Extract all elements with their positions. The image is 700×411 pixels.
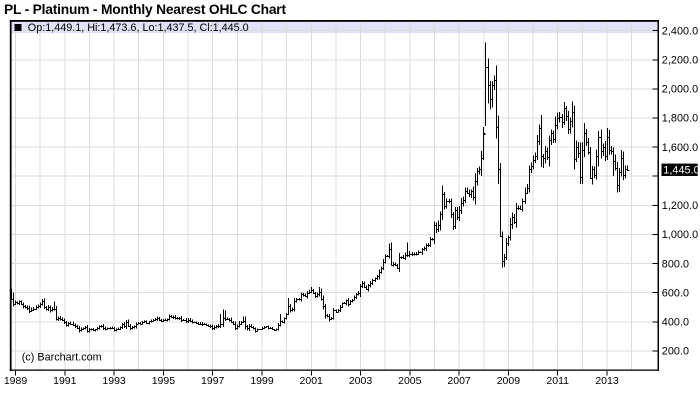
svg-text:1993: 1993: [102, 375, 126, 387]
svg-text:1997: 1997: [201, 375, 225, 387]
svg-text:PL - Platinum - Monthly Neares: PL - Platinum - Monthly Nearest OHLC Cha…: [4, 2, 286, 17]
svg-text:2013: 2013: [595, 375, 619, 387]
svg-text:1,800.0: 1,800.0: [662, 113, 698, 125]
svg-text:2001: 2001: [300, 375, 324, 387]
svg-text:1999: 1999: [250, 375, 274, 387]
svg-text:1991: 1991: [53, 375, 77, 387]
svg-text:2,400.0: 2,400.0: [662, 25, 698, 37]
svg-text:1989: 1989: [4, 375, 28, 387]
svg-text:2007: 2007: [447, 375, 471, 387]
svg-text:2009: 2009: [497, 375, 521, 387]
svg-text:2,200.0: 2,200.0: [662, 55, 698, 67]
svg-text:2003: 2003: [349, 375, 373, 387]
svg-text:1995: 1995: [152, 375, 176, 387]
svg-text:2,000.0: 2,000.0: [662, 84, 698, 96]
svg-text:800.0: 800.0: [662, 258, 689, 270]
svg-text:2005: 2005: [398, 375, 422, 387]
svg-text:1,000.0: 1,000.0: [662, 229, 698, 241]
svg-text:400.0: 400.0: [662, 317, 689, 329]
svg-text:200.0: 200.0: [662, 346, 689, 358]
svg-text:1,200.0: 1,200.0: [662, 200, 698, 212]
svg-text:600.0: 600.0: [662, 287, 689, 299]
svg-text:(c) Barchart.com: (c) Barchart.com: [22, 351, 102, 363]
svg-text:1,600.0: 1,600.0: [662, 142, 698, 154]
svg-text:2011: 2011: [546, 375, 569, 387]
svg-text:Op:1,449.1, Hi:1,473.6, Lo:1,4: Op:1,449.1, Hi:1,473.6, Lo:1,437.5, Cl:1…: [28, 22, 249, 34]
svg-text:1,445.0: 1,445.0: [663, 165, 699, 177]
